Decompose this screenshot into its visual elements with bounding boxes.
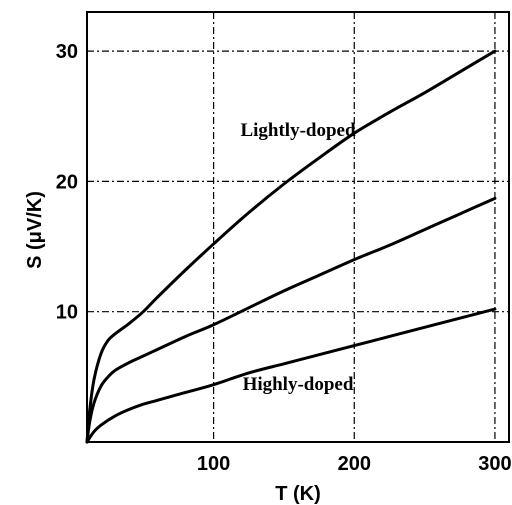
y-tick-label: 10 <box>56 302 78 324</box>
x-tick-label: 100 <box>197 453 230 475</box>
annotations: Lightly-doped Highly-doped <box>240 120 356 395</box>
tick-labels: 100 200 300 10 20 30 <box>56 41 512 475</box>
series-line-1 <box>85 49 497 444</box>
plot-frame <box>86 11 510 443</box>
y-tick-label: 30 <box>56 41 78 63</box>
annotation-lightly-doped: Lightly-doped <box>240 120 356 141</box>
series-line-3 <box>85 307 497 444</box>
y-axis-title: S (μV/K) <box>24 191 46 269</box>
x-tick-label: 200 <box>338 453 371 475</box>
series-line-2 <box>85 196 497 444</box>
x-axis-title: T (K) <box>275 483 321 505</box>
annotation-highly-doped: Highly-doped <box>243 374 354 395</box>
y-tick-label: 20 <box>56 171 78 193</box>
x-tick-label: 300 <box>478 453 511 475</box>
grid-lines <box>87 12 509 442</box>
curves <box>85 49 497 444</box>
